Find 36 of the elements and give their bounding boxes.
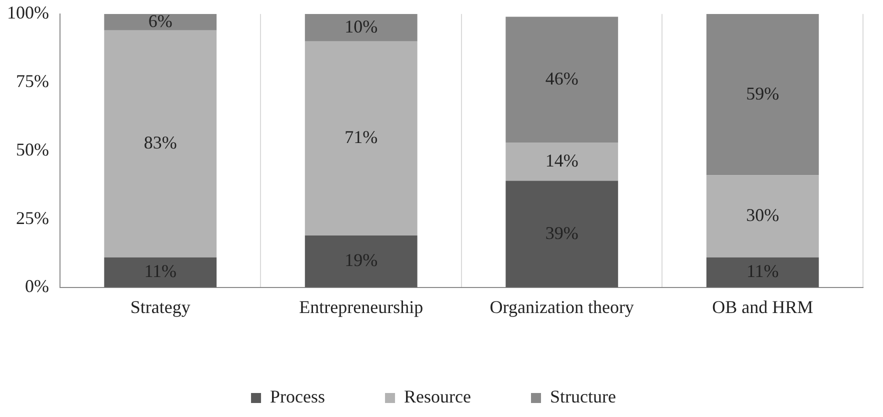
data-label: 11%: [144, 261, 177, 282]
x-tick-label: Strategy: [130, 296, 190, 317]
x-tick-label: Organization theory: [490, 296, 634, 317]
legend-label: Resource: [404, 386, 472, 407]
y-tick-label: 100%: [6, 2, 49, 23]
legend-label: Structure: [550, 386, 616, 407]
bar: [506, 16, 618, 142]
y-tick-label: 0%: [24, 276, 49, 296]
data-label: 11%: [746, 261, 779, 282]
legend-label: Process: [270, 386, 326, 407]
data-label: 10%: [344, 16, 378, 36]
data-label: 46%: [545, 68, 578, 88]
data-label: 14%: [545, 150, 578, 170]
data-label: 39%: [545, 222, 578, 243]
data-label: 6%: [148, 10, 172, 31]
y-tick-label: 25%: [16, 208, 49, 228]
data-label: 83%: [144, 132, 177, 153]
bar: [706, 257, 819, 288]
y-tick-label: 75%: [16, 71, 49, 92]
bar: [506, 180, 618, 288]
y-tick-label: 50%: [16, 139, 49, 160]
bar: [304, 41, 418, 236]
bar: [304, 14, 418, 42]
data-label: 30%: [746, 205, 780, 226]
bar: [506, 142, 618, 181]
bar: [304, 235, 418, 288]
data-label: 71%: [344, 127, 378, 148]
data-label: 59%: [746, 83, 780, 104]
bar: [104, 14, 217, 30]
x-tick-label: OB and HRM: [712, 296, 814, 317]
x-tick-label: Entrepreneurship: [299, 296, 424, 317]
bar: [104, 30, 217, 258]
bar: [706, 14, 819, 176]
data-label: 19%: [344, 250, 378, 270]
bar: [104, 257, 217, 288]
bar: [706, 175, 819, 258]
